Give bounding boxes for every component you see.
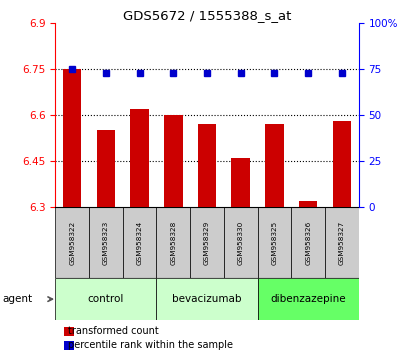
Bar [89, 207, 122, 278]
Bar [130, 109, 148, 207]
Text: control: control [88, 294, 124, 304]
Text: transformed count: transformed count [67, 326, 158, 336]
Bar [332, 121, 350, 207]
Bar [164, 115, 182, 207]
Bar [122, 207, 156, 278]
Bar [63, 69, 81, 207]
Text: percentile rank within the sample: percentile rank within the sample [67, 340, 232, 350]
Text: GSM958325: GSM958325 [271, 220, 277, 265]
Text: agent: agent [2, 294, 32, 304]
Bar [55, 207, 89, 278]
Text: GSM958322: GSM958322 [69, 220, 75, 265]
Text: GSM958328: GSM958328 [170, 220, 176, 265]
Text: dibenzazepine: dibenzazepine [270, 294, 345, 304]
Bar [190, 207, 223, 278]
Text: GSM958323: GSM958323 [103, 220, 109, 265]
Bar [55, 278, 156, 320]
Bar [97, 130, 115, 207]
Bar [197, 124, 216, 207]
Bar [257, 207, 291, 278]
Bar [156, 207, 190, 278]
Bar [291, 207, 324, 278]
Bar [298, 201, 317, 207]
Bar [223, 207, 257, 278]
Text: bevacizumab: bevacizumab [172, 294, 241, 304]
Bar [231, 158, 249, 207]
Text: GSM958330: GSM958330 [237, 220, 243, 265]
Bar [324, 207, 358, 278]
Bar [265, 124, 283, 207]
Bar [257, 278, 358, 320]
Text: GSM958327: GSM958327 [338, 220, 344, 265]
Text: GSM958329: GSM958329 [204, 220, 209, 265]
Text: GSM958324: GSM958324 [136, 220, 142, 265]
Bar [156, 278, 257, 320]
Title: GDS5672 / 1555388_s_at: GDS5672 / 1555388_s_at [123, 9, 290, 22]
Text: GSM958326: GSM958326 [304, 220, 310, 265]
